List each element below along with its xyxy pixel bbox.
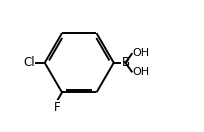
Text: OH: OH: [132, 48, 149, 58]
Text: OH: OH: [132, 67, 149, 77]
Text: Cl: Cl: [23, 56, 34, 69]
Text: F: F: [53, 101, 60, 114]
Text: B: B: [121, 56, 129, 69]
